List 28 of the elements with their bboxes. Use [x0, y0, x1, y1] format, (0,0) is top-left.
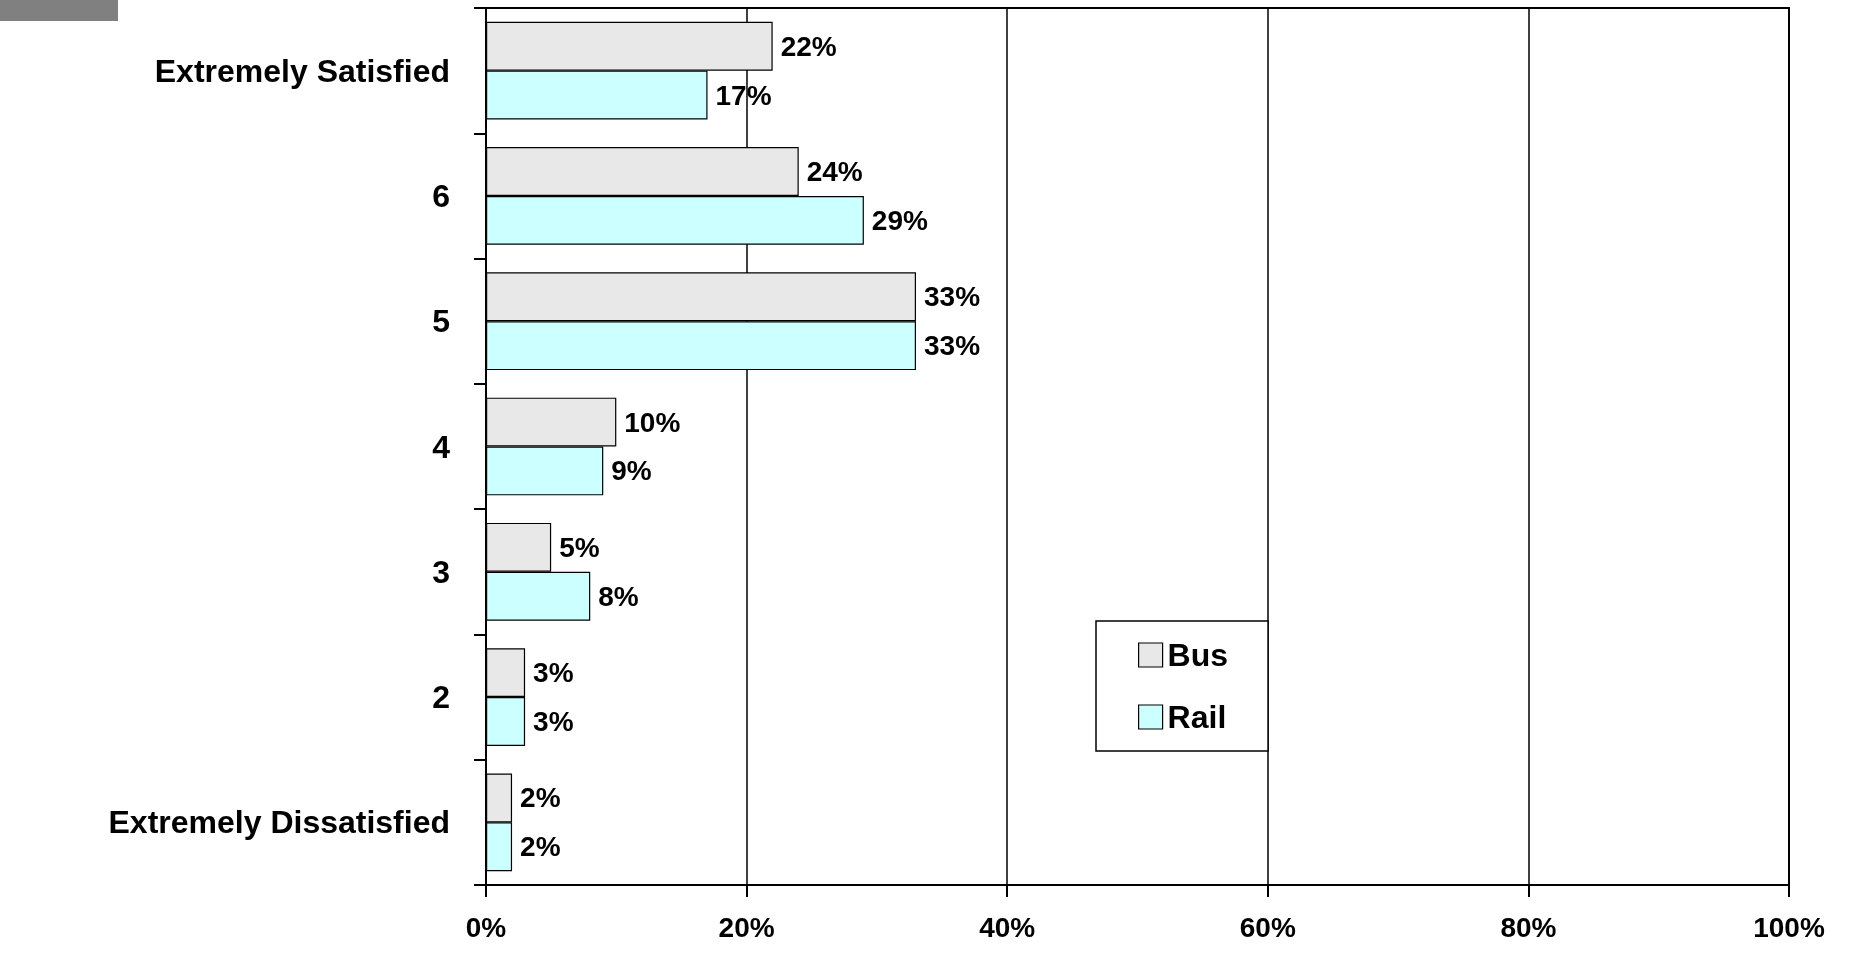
y-tick-label: 4: [432, 428, 451, 465]
y-tick-label: Extremely Satisfied: [154, 52, 450, 89]
x-tick-label: 20%: [718, 911, 775, 943]
data-label: 29%: [871, 204, 929, 236]
data-label: 24%: [806, 156, 863, 187]
data-label: 33%: [923, 330, 981, 362]
legend-label: Rail: [1167, 699, 1227, 735]
y-tick-label: 3: [432, 553, 450, 590]
data-label: 3%: [533, 706, 574, 737]
x-tick-label: 0%: [465, 911, 507, 943]
data-label: 8%: [598, 580, 639, 612]
x-tick-label: 100%: [1753, 911, 1825, 943]
x-tick-label: 80%: [1500, 911, 1557, 943]
x-tick-label: 40%: [979, 911, 1036, 943]
data-label: 9%: [611, 455, 652, 487]
y-tick-label: 5: [432, 303, 450, 340]
legend-label: Bus: [1167, 637, 1229, 673]
x-tick-label: 60%: [1239, 911, 1296, 943]
data-label: 33%: [923, 281, 981, 313]
data-label: 10%: [624, 406, 681, 438]
data-label: 5%: [559, 531, 600, 563]
y-tick-label: Extremely Dissatisfied: [108, 804, 450, 841]
data-label: 2%: [520, 831, 561, 863]
data-label: 3%: [533, 657, 574, 689]
data-label: 22%: [780, 30, 837, 62]
y-tick-label: 6: [432, 177, 450, 214]
y-tick-label: 2: [432, 679, 450, 716]
data-label: 2%: [520, 782, 561, 814]
